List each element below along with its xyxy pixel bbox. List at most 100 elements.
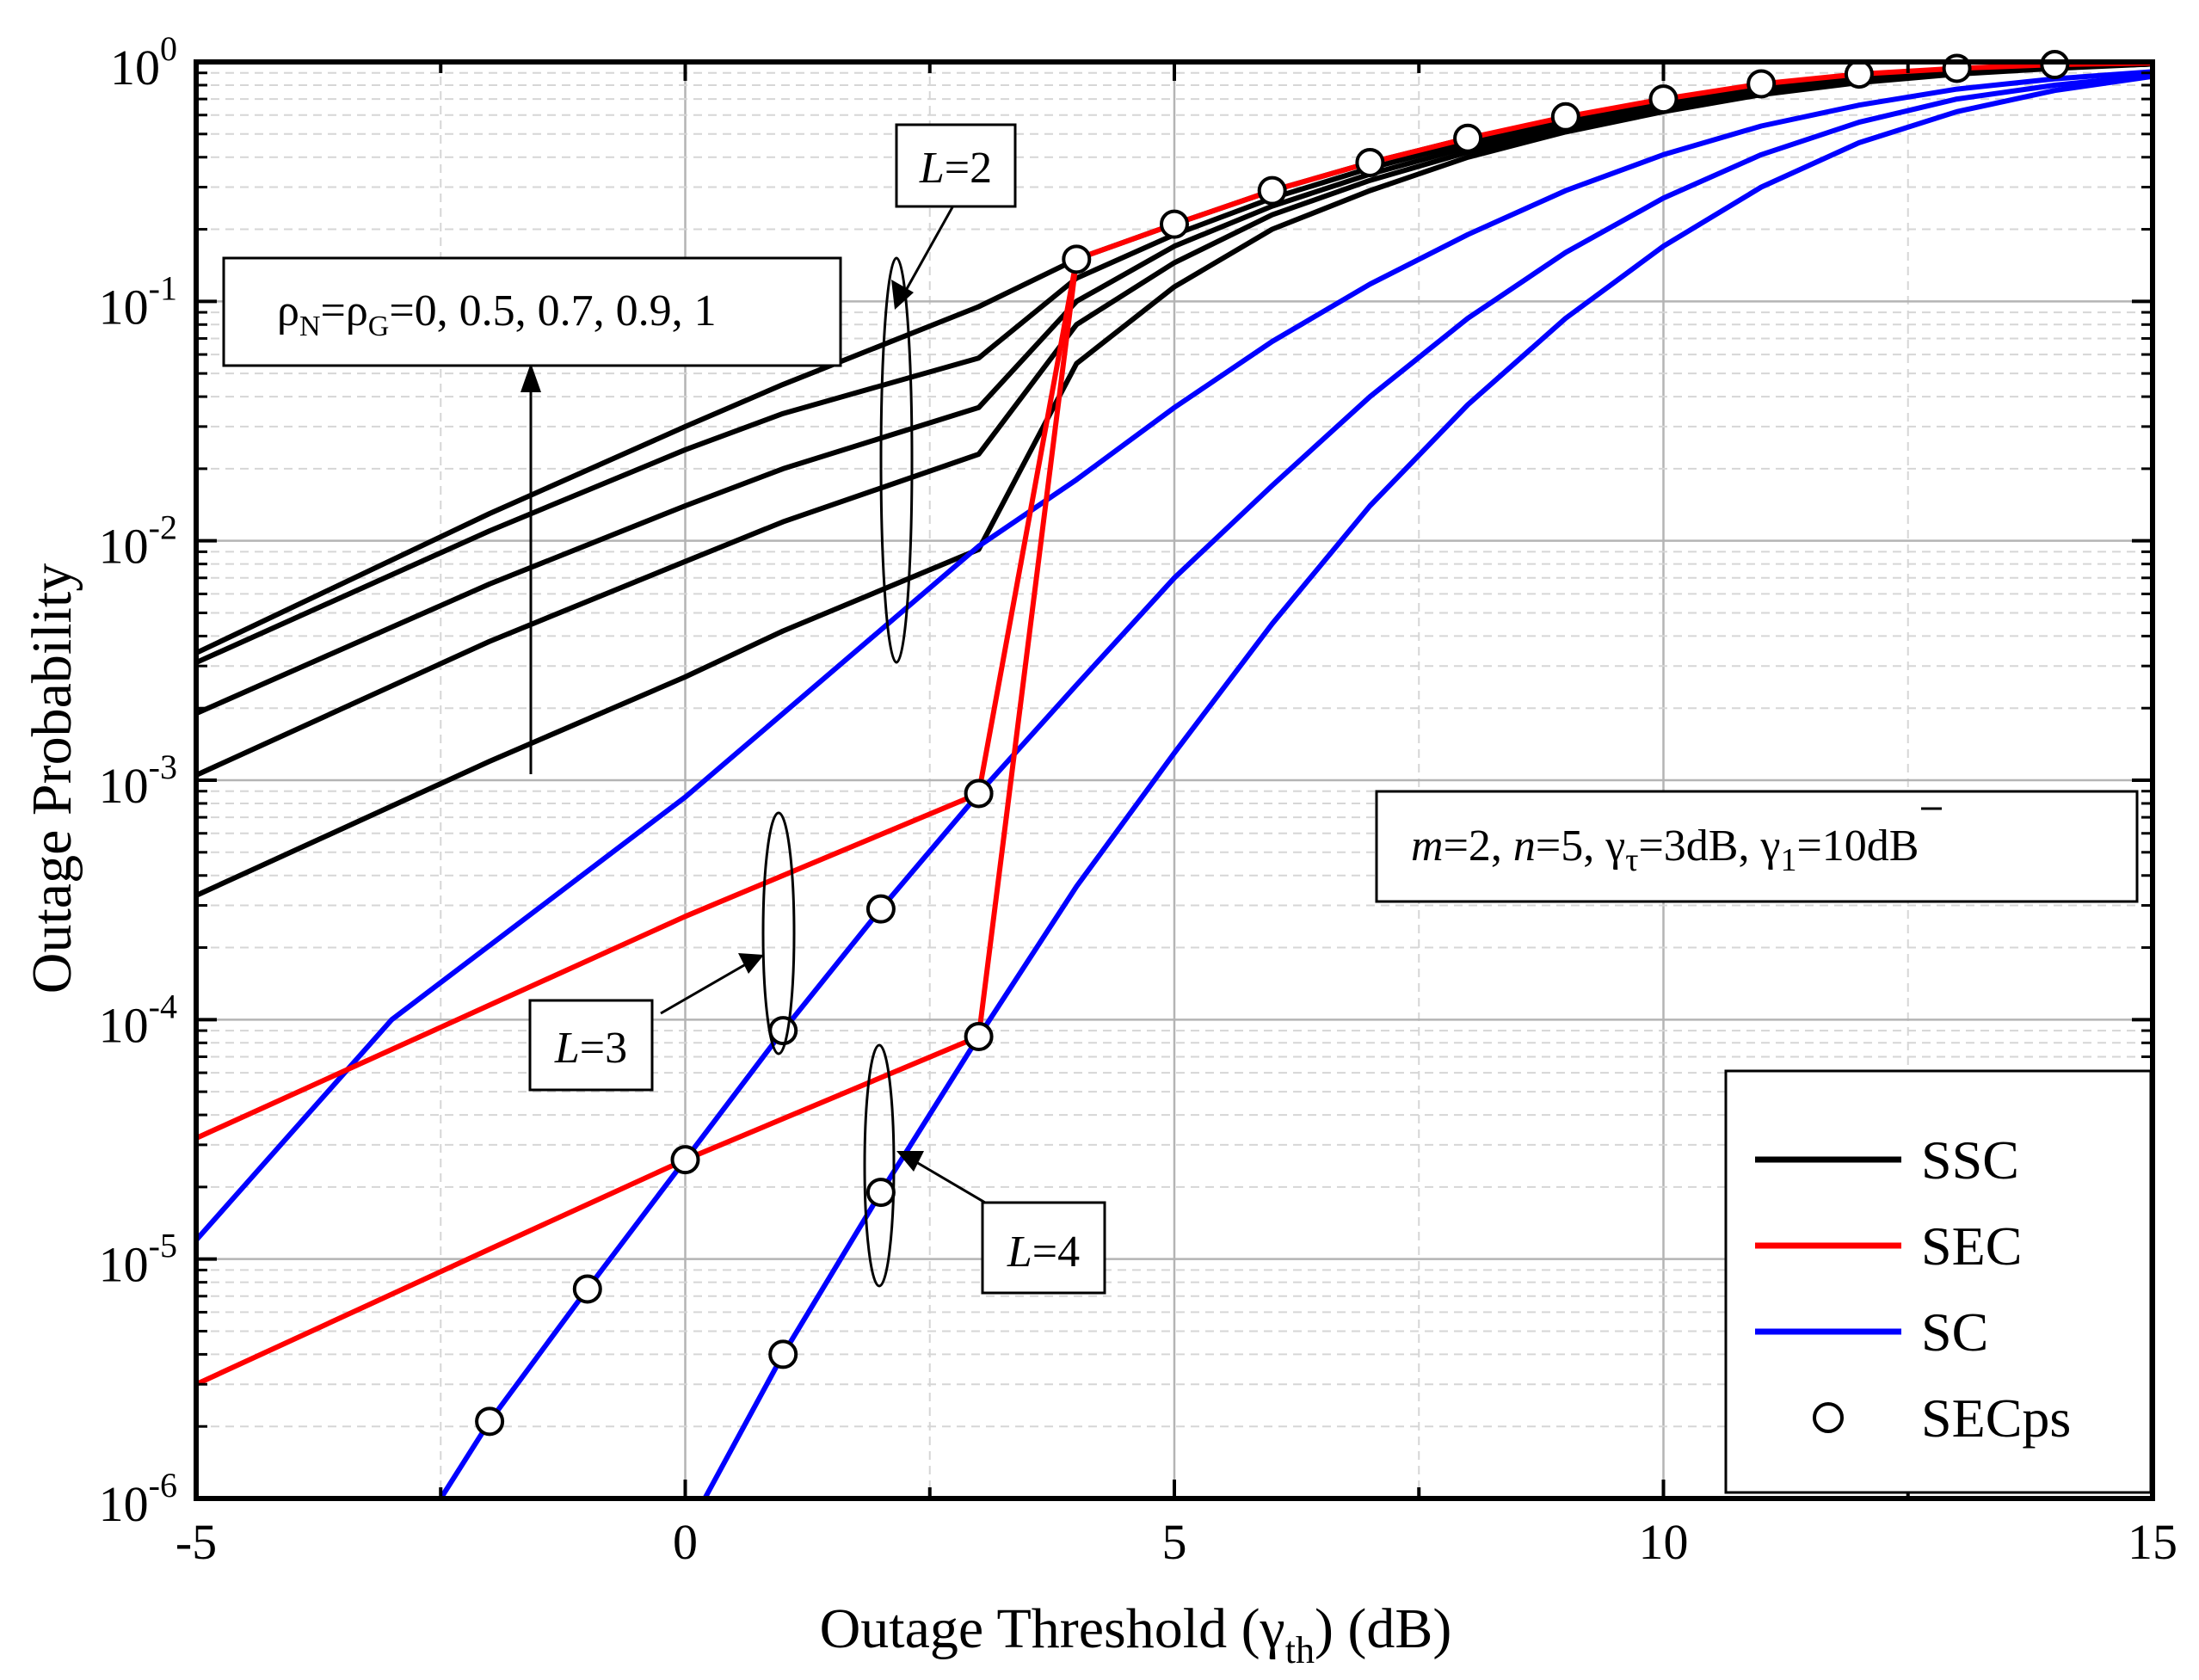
param-m: m: [1411, 822, 1444, 871]
param-n-val: =5,: [1536, 822, 1605, 871]
secps-marker: [768, 1016, 798, 1046]
annotation-rho-values: =0, 0.5, 0.7, 0.9, 1: [389, 286, 716, 335]
svg-text:L=4: L=4: [1007, 1228, 1080, 1277]
annotation-rho-sym-n: ρ: [277, 286, 299, 335]
x-tick-label: 10: [1639, 1514, 1689, 1570]
l4-group-ellipse: [863, 1043, 896, 1288]
x-tick-label: 0: [673, 1514, 698, 1570]
y-tick-base: 10: [99, 997, 149, 1053]
param-m-val: =2,: [1444, 822, 1513, 871]
l3-arrow-head: [738, 953, 764, 974]
legend-box: [1724, 1069, 2153, 1494]
y-tick-base: 10: [99, 1237, 149, 1293]
x-tick-label: 15: [2128, 1514, 2177, 1570]
y-tick-exp: -6: [149, 1466, 177, 1505]
x-axis-label: Outage Threshold (γth) (dB): [820, 1597, 1452, 1671]
annotation-l3: L=3: [528, 999, 654, 1092]
annotation-l2: L=2: [895, 123, 1017, 208]
secps-marker: [2040, 50, 2070, 80]
y-tick-label: 10-6: [99, 1466, 177, 1532]
y-tick-label: 10-3: [99, 748, 177, 814]
annotation-l4-italic: L: [1007, 1228, 1032, 1277]
legend-label-secps: SECps: [1921, 1388, 2071, 1449]
x-tick-label: -5: [176, 1514, 217, 1570]
series-line-sc: [702, 73, 2153, 1500]
y-tick-label: 10-5: [99, 1227, 177, 1293]
secps-marker: [964, 1021, 994, 1051]
series-line-sec: [1075, 60, 2153, 262]
y-tick-label: 10-4: [99, 987, 177, 1053]
x-axis-label-sub: th: [1285, 1629, 1315, 1671]
l3-group-ellipse: [761, 811, 796, 1055]
param-gamma: γ: [1605, 822, 1625, 871]
svg-text:L=2: L=2: [919, 144, 992, 193]
x-axis-label-sym: γ: [1260, 1597, 1285, 1660]
annotation-rho: ρN=ρG=0, 0.5, 0.7, 0.9, 1: [222, 256, 842, 367]
secps-marker: [865, 1178, 896, 1208]
l2-group-ellipse: [879, 256, 914, 664]
secps-marker: [964, 778, 994, 809]
secps-marker: [1062, 244, 1092, 274]
l4-arrow-head: [896, 1151, 924, 1172]
secps-marker: [1648, 84, 1679, 114]
secps-marker: [572, 1274, 602, 1304]
annotation-l3-rest: =3: [580, 1024, 627, 1073]
param-tau: τ: [1625, 842, 1638, 878]
y-tick-exp: -4: [149, 987, 177, 1025]
annotation-l2-italic: L: [919, 144, 945, 193]
secps-marker: [1942, 53, 1972, 83]
y-tick-exp: -3: [149, 748, 177, 786]
svg-text:m=2, n=5, γτ=3dB, γ1=10dB: m=2, n=5, γτ=3dB, γ1=10dB: [1411, 822, 1919, 878]
x-tick-label: 5: [1162, 1514, 1187, 1570]
secps-marker: [1746, 69, 1777, 99]
annotation-l3-italic: L: [554, 1024, 580, 1073]
secps-marker: [1160, 209, 1189, 239]
secps-marker: [1550, 102, 1580, 132]
secps-marker: [1844, 59, 1874, 89]
secps-marker: [1453, 123, 1483, 153]
legend: SSC SEC SC SECps: [1724, 1069, 2153, 1494]
y-tick-exp: 0: [160, 29, 177, 68]
secps-marker: [475, 1406, 505, 1437]
series-line-sc: [194, 69, 2153, 1242]
l2-arrow: [898, 199, 958, 302]
legend-label-sec: SEC: [1921, 1215, 2022, 1277]
x-axis-label-main: Outage Threshold (: [820, 1597, 1260, 1660]
secps-marker: [1257, 175, 1287, 206]
y-axis-label: Outage Probability: [21, 563, 83, 994]
y-tick-base: 10: [99, 758, 149, 814]
y-tick-base: 10: [110, 40, 160, 95]
y-tick-exp: -2: [149, 508, 177, 547]
param-gamma-bar: γ: [1760, 822, 1781, 871]
y-tick-label: 10-1: [99, 268, 177, 335]
l4-arrow: [911, 1158, 986, 1204]
y-tick-base: 10: [99, 1476, 149, 1532]
legend-label-ssc: SSC: [1921, 1129, 2019, 1191]
annotation-l2-rest: =2: [945, 144, 992, 193]
annotation-rho-sym-g: ρ: [346, 286, 368, 335]
l3-arrow: [660, 960, 751, 1015]
svg-text:ρN=ρG=0, 0.5, 0.7, 0.9, 1: ρN=ρG=0, 0.5, 0.7, 0.9, 1: [277, 286, 717, 342]
secps-marker: [768, 1339, 798, 1369]
annotation-l4-rest: =4: [1032, 1228, 1080, 1277]
y-tick-label: 10-2: [99, 508, 177, 575]
rho-arrow-head: [520, 363, 541, 392]
l2-arrow-head: [891, 280, 914, 310]
secps-marker: [1355, 147, 1385, 177]
param-one: 1: [1780, 842, 1796, 878]
param-n: n: [1513, 822, 1536, 871]
annotation-rho-sub-n: N: [299, 311, 321, 342]
y-tick-exp: -1: [149, 268, 177, 307]
secps-marker: [670, 1145, 700, 1175]
y-tick-exp: -5: [149, 1227, 177, 1265]
annotation-l4: L=4: [981, 1201, 1106, 1295]
y-tick-base: 10: [99, 279, 149, 335]
annotation-rho-sub-g: G: [368, 311, 390, 342]
legend-label-sc: SC: [1921, 1302, 1988, 1363]
annotation-rho-eq: =: [321, 286, 346, 335]
series-line-ssc: [194, 61, 2153, 898]
y-tick-label: 100: [110, 29, 177, 95]
annotation-params: m=2, n=5, γτ=3dB, γ1=10dB: [1375, 790, 2139, 903]
